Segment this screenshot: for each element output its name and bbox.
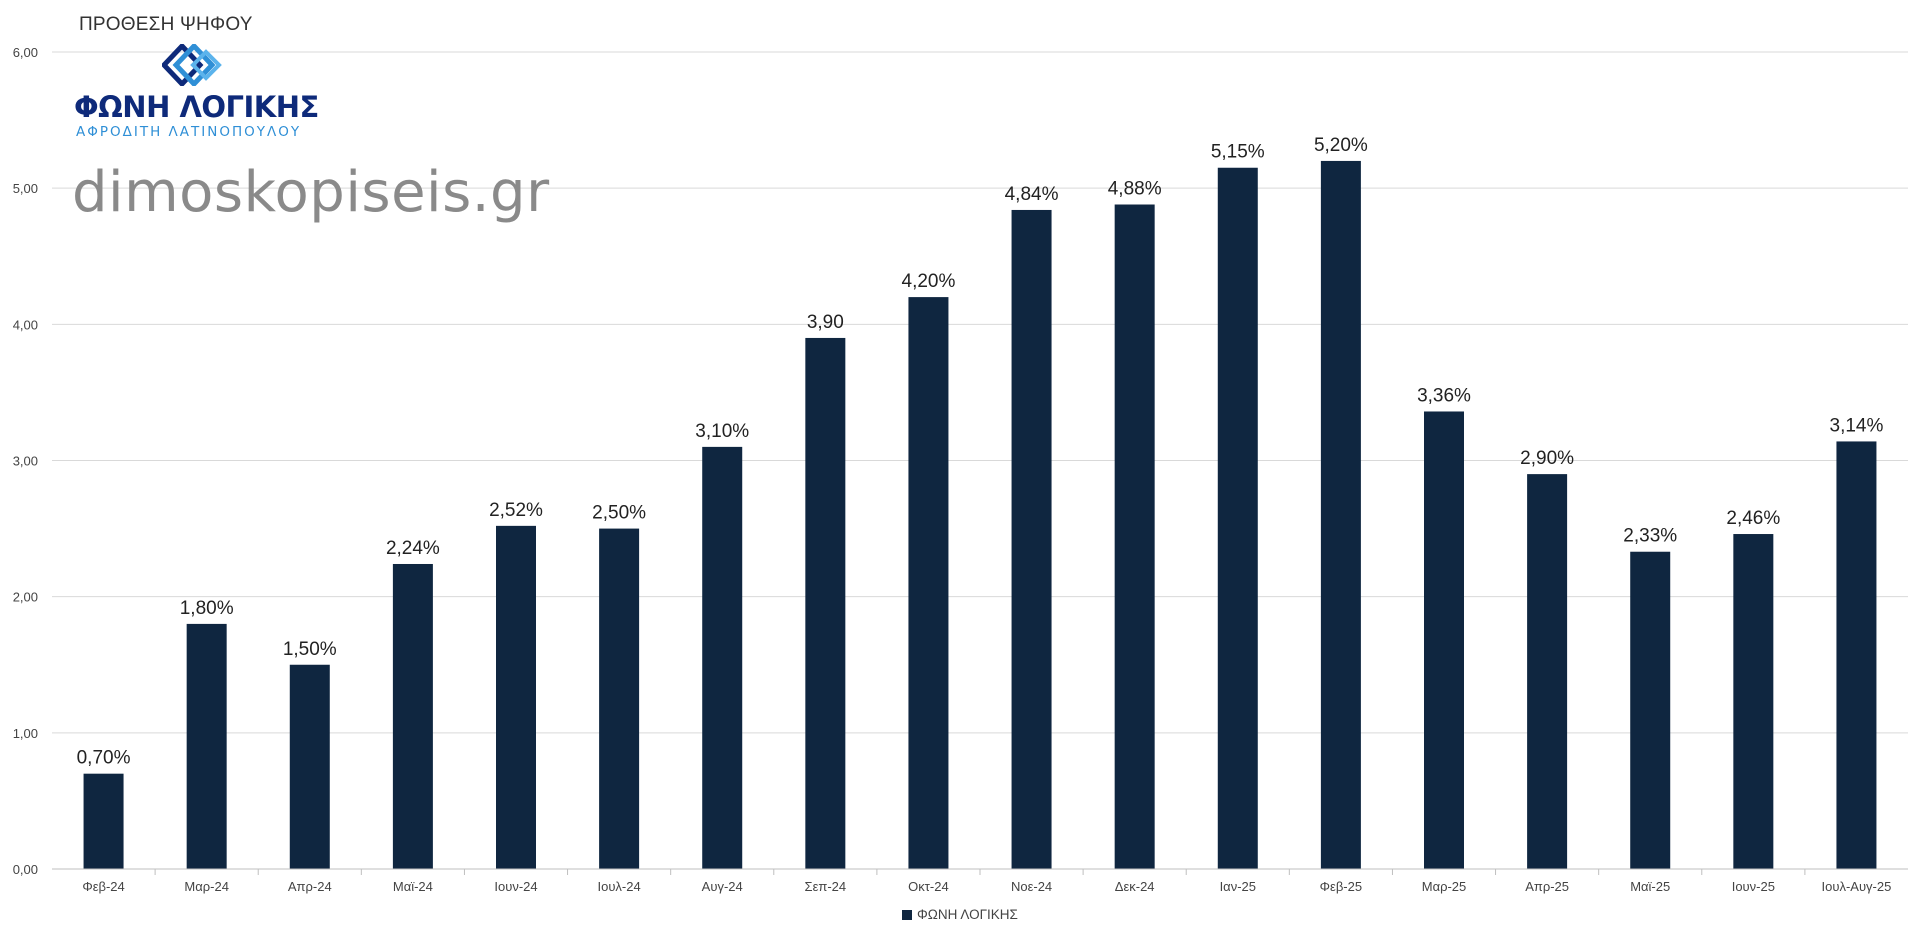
x-tick-label: Ιουν-24: [494, 879, 537, 894]
bar-data-label: 3,90: [807, 312, 844, 333]
chart-bars: [83, 160, 1877, 870]
bar-data-label: 2,33%: [1623, 526, 1677, 547]
bar: [1836, 441, 1877, 869]
legend-label: ΦΩΝΗ ΛΟΓΙΚΗΣ: [917, 907, 1018, 922]
x-tick-label: Δεκ-24: [1115, 879, 1155, 894]
bar-data-label: 4,84%: [1005, 184, 1059, 205]
bar-data-label: 1,80%: [180, 598, 234, 619]
x-tick-label: Απρ-24: [288, 879, 332, 894]
bar-data-label: 3,10%: [695, 421, 749, 442]
y-axis: 0,00 1,00 2,00 3,00 4,00 5,00 6,00: [13, 45, 38, 877]
x-tick-label: Μαρ-25: [1422, 879, 1467, 894]
bar-data-label: 4,20%: [902, 271, 956, 292]
x-tick-label: Φεβ-24: [82, 879, 124, 894]
x-tick-label: Οκτ-24: [908, 879, 949, 894]
bar-data-label: 3,36%: [1417, 385, 1471, 406]
bar: [1527, 474, 1568, 869]
x-tick-label: Ιαν-25: [1220, 879, 1256, 894]
x-tick-label: Σεπ-24: [805, 879, 847, 894]
bar-data-labels: 0,70% 1,80% 1,50% 2,24% 2,52% 2,50% 3,10% 3,90 4…: [77, 135, 1884, 769]
chart-gridlines: [52, 51, 1908, 870]
bar-data-label: 5,15%: [1211, 142, 1265, 163]
bar: [496, 525, 536, 869]
x-tick-label: Ιουλ-Αυγ-25: [1822, 879, 1892, 894]
bar-data-label: 0,70%: [77, 748, 131, 769]
bar: [1114, 204, 1155, 870]
bar: [1320, 160, 1361, 869]
bar-data-label: 3,14%: [1830, 415, 1884, 436]
x-tick-label: Απρ-25: [1525, 879, 1569, 894]
chart-legend: ΦΩΝΗ ΛΟΓΙΚΗΣ: [902, 907, 1018, 922]
y-tick-label: 3,00: [13, 454, 38, 469]
bar: [1217, 167, 1258, 869]
y-tick-label: 6,00: [13, 45, 38, 60]
x-tick-label: Ιουν-25: [1732, 879, 1775, 894]
brand-logo: ΦΩΝΗ ΛΟΓΙΚΗΣ ΑΦΡΟΔΙΤΗ ΛΑΤΙΝΟΠΟΥΛΟΥ: [74, 44, 324, 140]
y-tick-label: 2,00: [13, 590, 38, 605]
x-tick-label: Μαϊ-24: [393, 879, 433, 894]
bar: [805, 337, 846, 869]
x-tick-label: Αυγ-24: [702, 879, 743, 894]
bar-data-label: 5,20%: [1314, 135, 1368, 156]
bar: [289, 664, 330, 869]
bar: [392, 563, 433, 869]
bar: [1733, 534, 1774, 869]
bar-data-label: 2,90%: [1520, 448, 1574, 469]
bar-data-label: 1,50%: [283, 639, 337, 660]
y-tick-label: 4,00: [13, 317, 38, 332]
bar: [1424, 411, 1464, 869]
bar: [1011, 209, 1052, 869]
x-tick-label: Ιουλ-24: [597, 879, 640, 894]
bar-data-label: 2,50%: [592, 503, 646, 524]
legend-swatch: [902, 909, 912, 920]
bar: [186, 623, 227, 869]
chart-title: ΠΡΟΘΕΣΗ ΨΗΦΟΥ: [79, 14, 253, 35]
x-axis: Φεβ-24 Μαρ-24 Απρ-24 Μαϊ-24 Ιουν-24 Ιουλ-24 Αυ…: [52, 868, 1908, 894]
bar-data-label: 4,88%: [1108, 179, 1162, 200]
y-tick-label: 0,00: [13, 862, 38, 877]
x-tick-label: Φεβ-25: [1320, 879, 1362, 894]
bar: [83, 773, 124, 869]
logo-name: ΦΩΝΗ ΛΟΓΙΚΗΣ: [74, 90, 319, 124]
x-tick-label: Μαϊ-25: [1630, 879, 1670, 894]
diamond-logo-icon: [162, 44, 222, 86]
y-tick-label: 1,00: [13, 726, 38, 741]
bar-data-label: 2,52%: [489, 500, 543, 521]
x-tick-label: Μαρ-24: [184, 879, 229, 894]
bar: [702, 446, 743, 869]
y-tick-label: 5,00: [13, 181, 38, 196]
x-tick-label: Νοε-24: [1011, 879, 1052, 894]
bar: [599, 528, 640, 869]
bar: [908, 297, 949, 870]
bar-data-label: 2,46%: [1726, 508, 1780, 529]
bar: [1630, 551, 1671, 869]
logo-subtitle: ΑΦΡΟΔΙΤΗ ΛΑΤΙΝΟΠΟΥΛΟΥ: [76, 124, 302, 140]
watermark-text: dimoskopiseis.gr: [72, 160, 550, 225]
bar-data-label: 2,24%: [386, 538, 440, 559]
